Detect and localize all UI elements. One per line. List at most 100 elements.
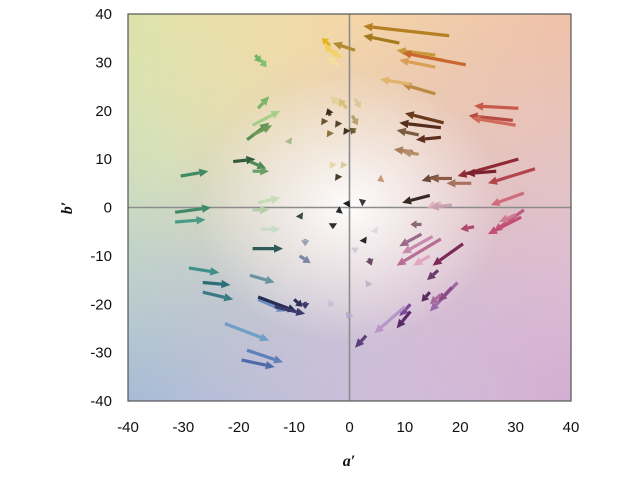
arrow-head: [264, 275, 275, 284]
arrow: [374, 305, 406, 334]
arrow: [326, 130, 334, 138]
arrow: [399, 119, 442, 130]
arrow-head: [329, 161, 337, 169]
arrow-head: [460, 223, 469, 233]
arrow-shaft: [257, 198, 272, 205]
arrow-shaft: [405, 130, 420, 137]
arrow-head: [271, 225, 281, 234]
arrow: [260, 225, 281, 234]
arrow-shaft: [332, 60, 340, 67]
arrow-head: [359, 236, 367, 244]
arrow-head: [413, 257, 424, 266]
arrow: [298, 254, 311, 264]
arrow: [474, 102, 519, 111]
x-tick-label: -30: [173, 419, 195, 436]
arrow: [321, 118, 329, 126]
arrow: [249, 160, 267, 169]
arrow: [335, 173, 343, 181]
arrow: [301, 238, 310, 247]
arrow-head: [404, 111, 415, 120]
arrow: [325, 108, 334, 117]
arrow-shaft: [443, 286, 454, 297]
arrow: [329, 161, 337, 169]
arrow: [432, 242, 464, 266]
arrow-shaft: [249, 273, 267, 282]
arrow: [465, 168, 497, 178]
arrow-head: [346, 311, 354, 319]
arrow-shaft: [410, 193, 431, 202]
arrow-shaft: [257, 297, 279, 310]
arrow-head: [260, 205, 270, 215]
arrow-head: [335, 120, 343, 128]
y-tick-label: -20: [90, 296, 112, 313]
arrow-head: [338, 98, 347, 107]
arrow: [256, 96, 270, 110]
arrow: [370, 226, 378, 235]
arrow-head: [270, 110, 281, 119]
arrow: [301, 301, 310, 310]
arrow-head: [446, 179, 456, 188]
arrow-head: [284, 137, 292, 145]
plot-frame: [127, 13, 572, 402]
x-axis-title: a′: [343, 453, 356, 470]
arrow: [202, 290, 234, 302]
arrow-head: [396, 127, 407, 137]
arrow-head: [350, 247, 360, 254]
arrow: [421, 291, 432, 302]
arrow-head: [327, 57, 336, 65]
arrow-shaft: [496, 167, 536, 183]
arrow-shaft: [477, 114, 514, 123]
arrow-shaft: [254, 54, 259, 59]
arrow-shaft: [241, 358, 267, 367]
y-tick-label: -30: [90, 345, 112, 362]
arrow-shaft: [482, 104, 519, 110]
arrow: [365, 280, 373, 288]
arrow-head: [342, 200, 351, 208]
arrow-head: [301, 303, 310, 310]
arrow-shaft: [180, 171, 200, 178]
arrow-shaft: [367, 257, 372, 261]
arrow-head: [270, 195, 281, 204]
arrow-head: [256, 161, 267, 169]
arrow-head: [221, 279, 231, 289]
arrow-head: [328, 223, 338, 230]
arrow-head: [487, 226, 498, 235]
arrow-shaft: [404, 303, 412, 311]
arrow-head: [365, 280, 373, 288]
arrow: [355, 334, 368, 348]
arrow-head: [259, 333, 270, 342]
arrow: [427, 269, 440, 281]
arrow-shaft: [467, 225, 475, 230]
y-axis-title: b′: [59, 202, 76, 215]
arrow-shaft: [325, 40, 332, 47]
arrow-shaft: [388, 79, 411, 86]
arrow: [338, 98, 348, 110]
arrow: [399, 57, 436, 69]
arrow-head: [274, 244, 283, 253]
arrow-head: [499, 214, 509, 223]
arrow-head: [421, 174, 432, 183]
arrow-head: [471, 115, 481, 124]
y-tick-label: 0: [104, 200, 112, 217]
arrow-head: [399, 57, 409, 66]
arrow-head: [351, 117, 359, 126]
arrow-shaft: [474, 169, 497, 175]
arrow: [253, 54, 261, 63]
arrow: [402, 50, 467, 67]
arrow-shaft: [174, 218, 197, 224]
arrow: [246, 348, 283, 364]
arrow: [429, 293, 442, 305]
arrow: [252, 244, 283, 253]
arrow-head: [399, 119, 409, 129]
arrow: [402, 235, 434, 254]
arrow-head: [260, 167, 270, 176]
y-tick-label: -40: [90, 393, 112, 410]
arrow-head: [301, 240, 310, 247]
arrow: [259, 58, 267, 68]
arrow-head: [201, 204, 212, 213]
y-tick-label: -10: [90, 248, 112, 265]
arrow-shaft: [424, 135, 442, 141]
arrow: [460, 223, 475, 233]
arrow: [340, 161, 348, 169]
arrow-shaft: [359, 334, 368, 343]
